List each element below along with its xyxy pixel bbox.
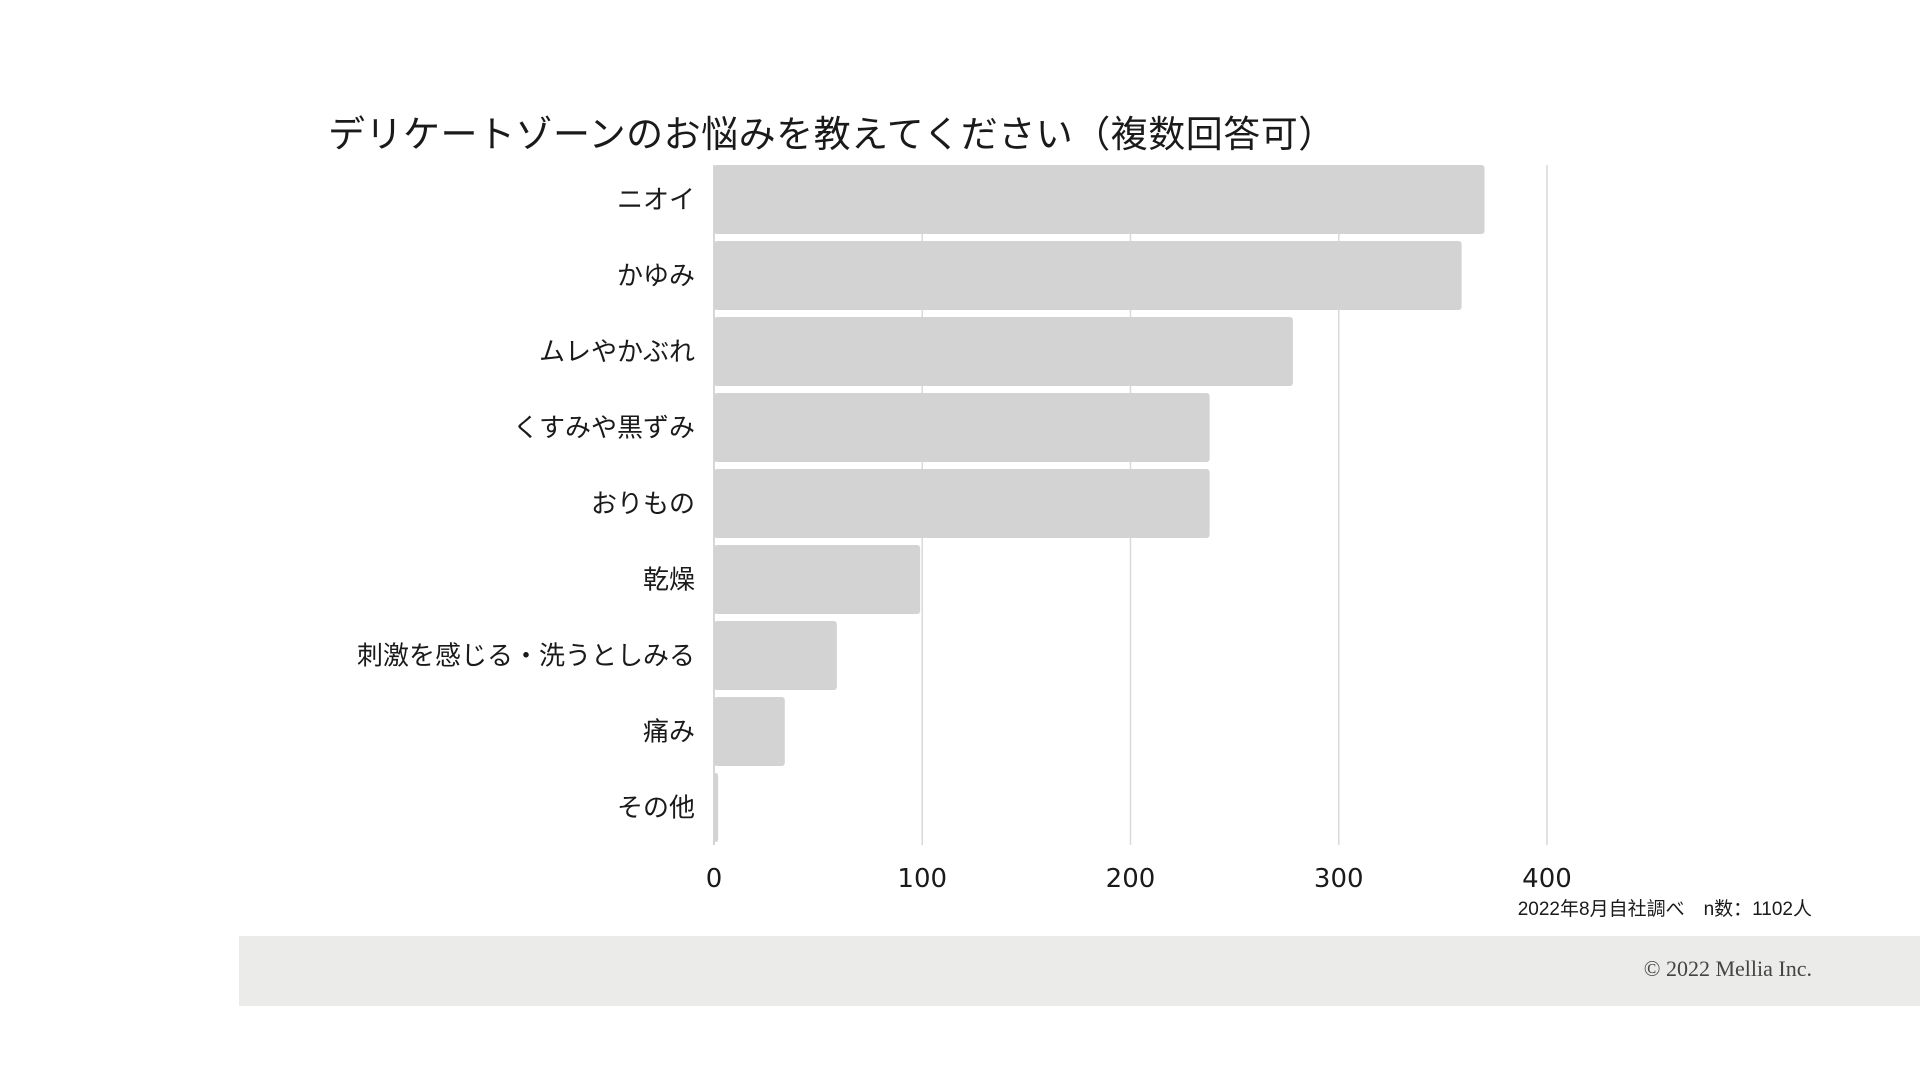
category-label: 乾燥 (643, 566, 695, 596)
x-tick-label: 300 (1314, 864, 1364, 894)
bar (714, 621, 837, 690)
category-label: おりもの (591, 490, 695, 520)
category-label: 痛み (643, 718, 695, 748)
bar (714, 773, 719, 842)
bar-chart: ニオイかゆみムレやかぶれくすみや黒ずみおりもの乾燥刺激を感じる・洗うとしみる痛み… (357, 165, 1572, 894)
category-labels: ニオイかゆみムレやかぶれくすみや黒ずみおりもの乾燥刺激を感じる・洗うとしみる痛み… (357, 186, 695, 824)
bar (714, 165, 1485, 234)
x-tick-label: 0 (706, 864, 723, 894)
bars (714, 165, 1485, 842)
footer-band (239, 936, 1920, 1006)
bar (714, 469, 1210, 538)
bar (714, 545, 921, 614)
category-label: かゆみ (617, 262, 695, 292)
bar (714, 317, 1293, 386)
copyright: © 2022 Mellia Inc. (1643, 956, 1812, 981)
category-label: 刺激を感じる・洗うとしみる (357, 642, 695, 672)
category-label: ニオイ (617, 186, 695, 216)
x-tick-label: 200 (1106, 864, 1156, 894)
x-tick-label: 100 (897, 864, 947, 894)
category-label: その他 (617, 794, 695, 824)
category-label: くすみや黒ずみ (513, 414, 695, 444)
x-tick-label: 400 (1522, 864, 1572, 894)
chart-title: デリケートゾーンのお悩みを教えてください（複数回答可） (328, 113, 1336, 156)
bar (714, 697, 785, 766)
x-axis-ticks: 0 100 200 300 400 (706, 864, 1572, 894)
category-label: ムレやかぶれ (539, 338, 695, 368)
source-note: 2022年8月自社調べ n数：1102人 (1517, 899, 1812, 920)
bar (714, 393, 1210, 462)
bar (714, 241, 1462, 310)
